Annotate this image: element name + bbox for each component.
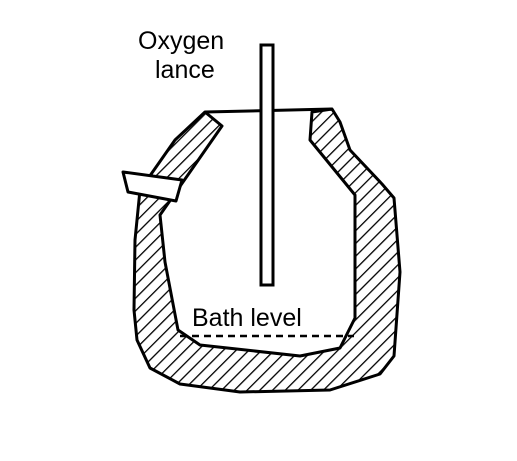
tap-hole-spout — [121, 170, 184, 203]
oxygen-lance-label-line1: Oxygen — [138, 27, 224, 55]
oxygen-lance-label-line2: lance — [155, 56, 215, 84]
vessel-refractory-wall — [132, 107, 402, 394]
bath-level-label: Bath level — [192, 304, 302, 332]
oxygen-lance — [259, 43, 275, 287]
